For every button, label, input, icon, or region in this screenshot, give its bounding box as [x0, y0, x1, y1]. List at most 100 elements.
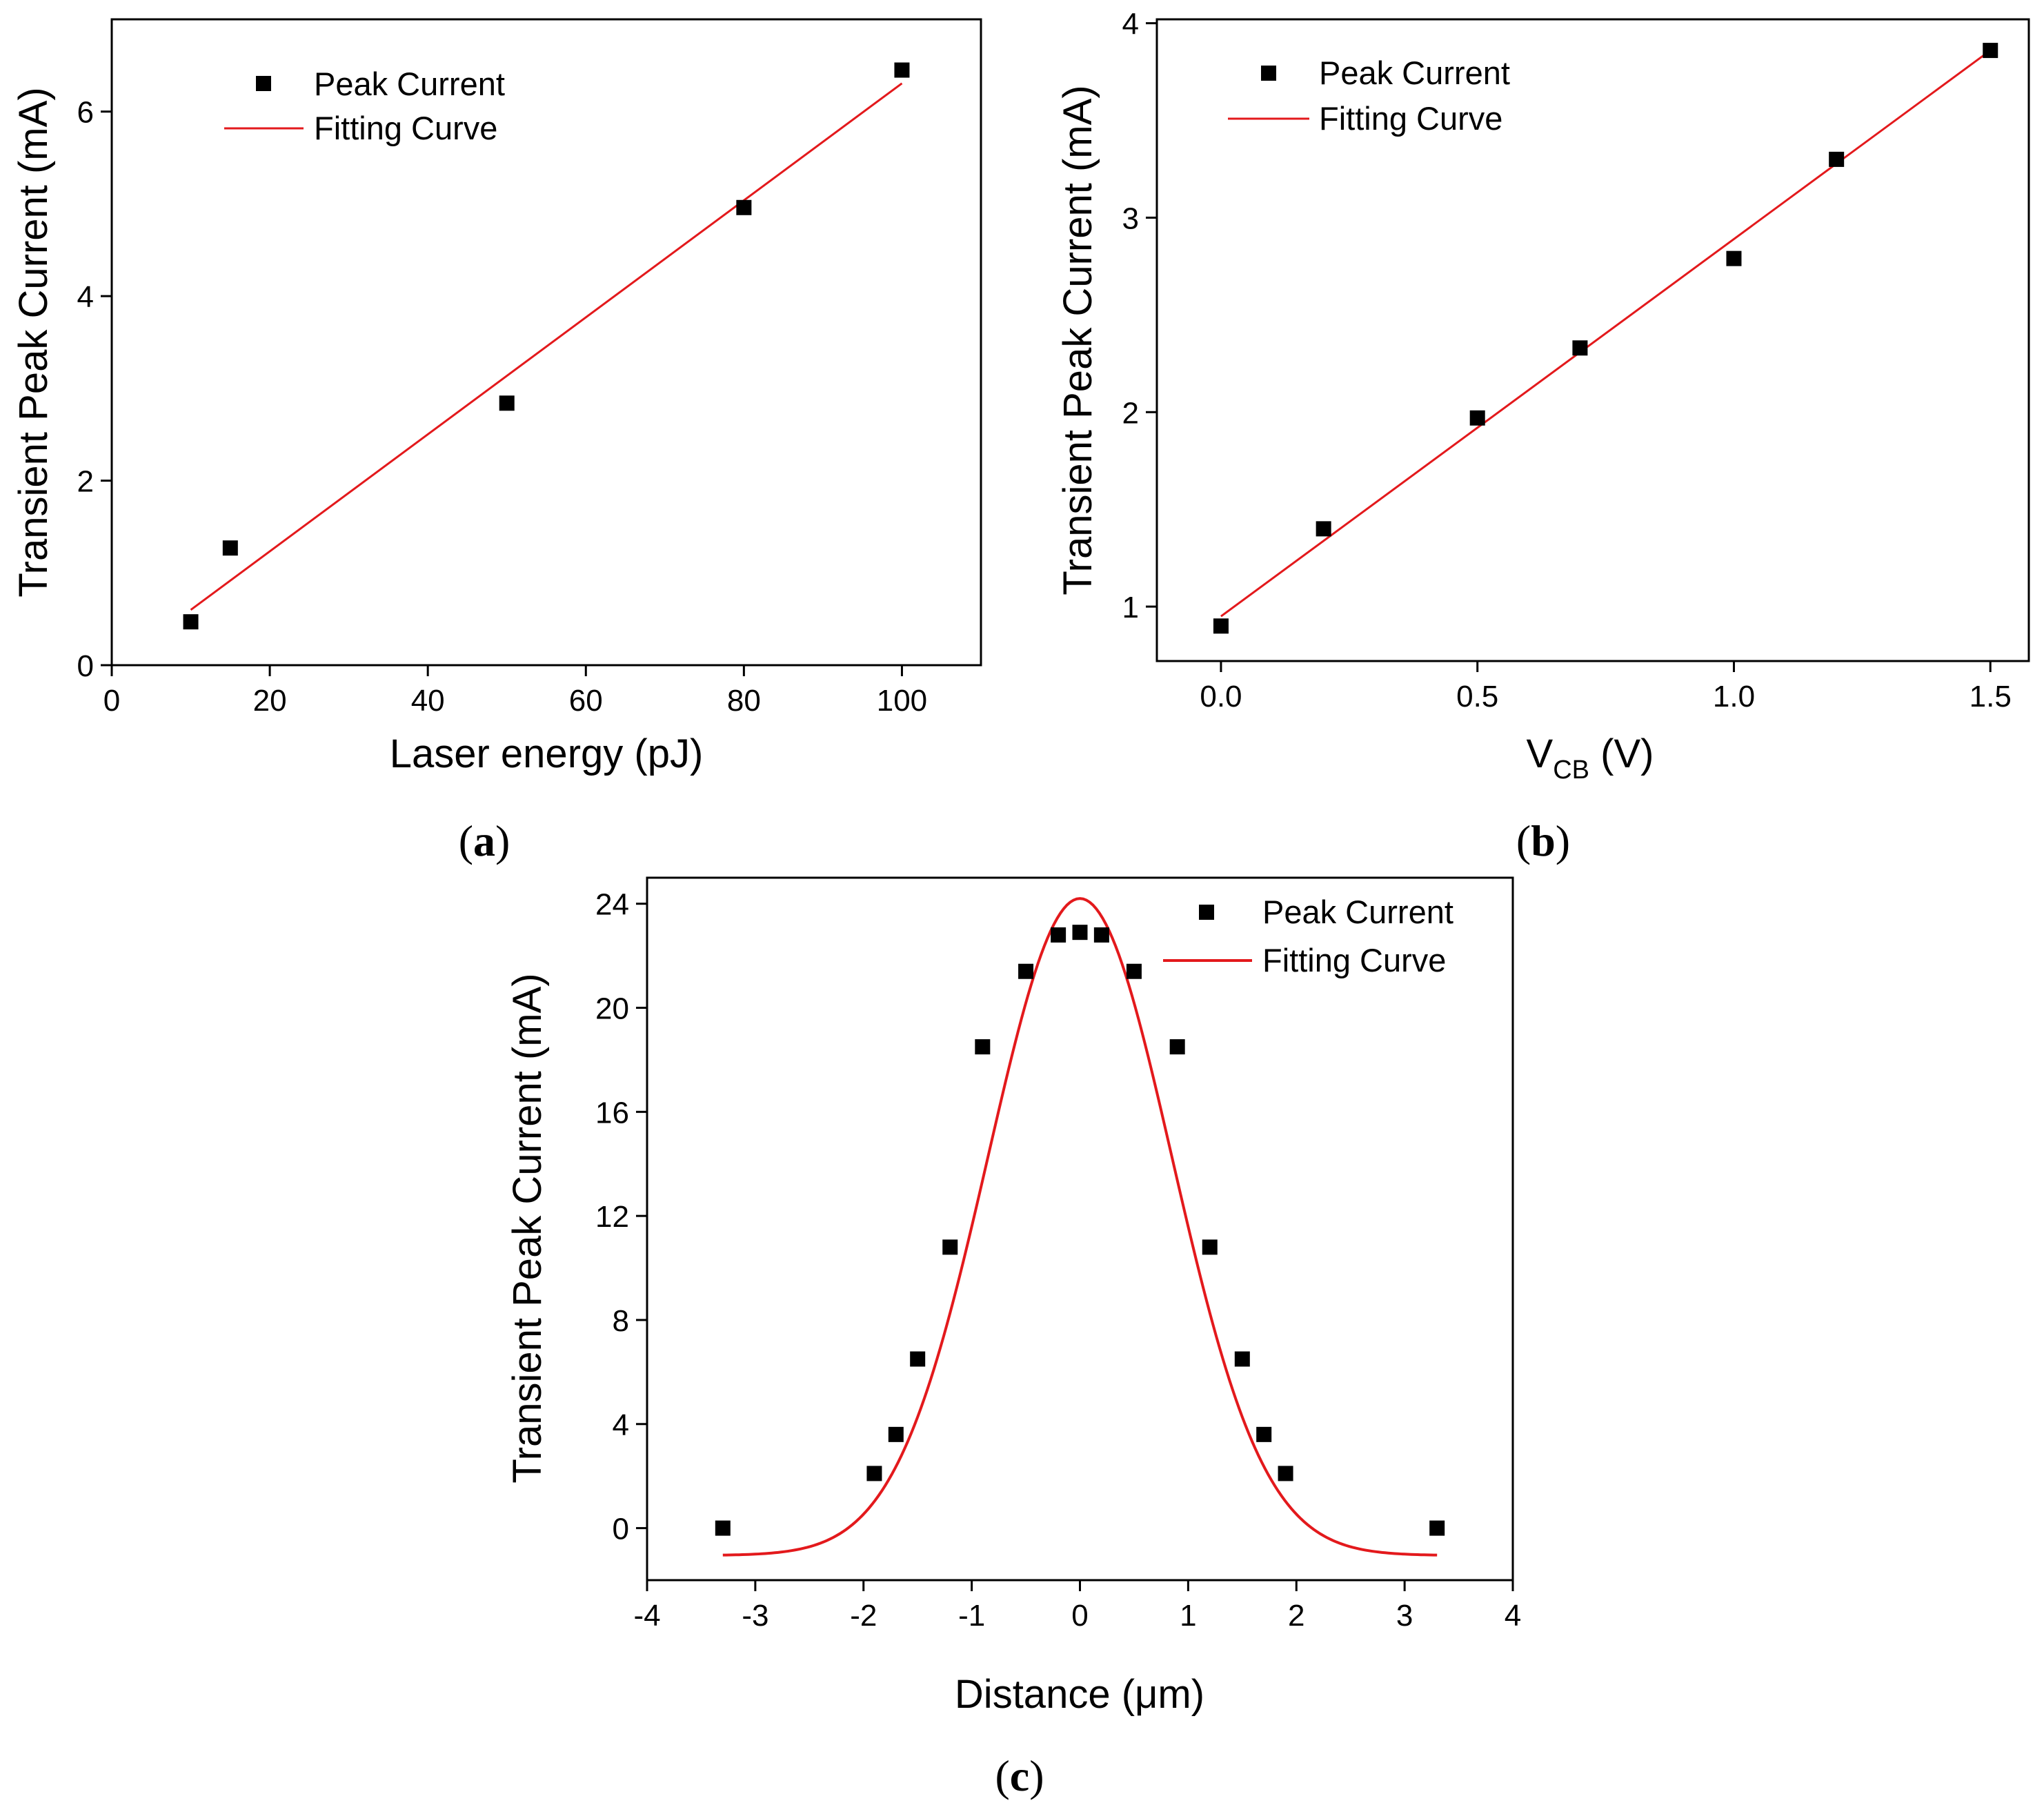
y-tick-label: 0 [77, 649, 94, 683]
data-point [1169, 1039, 1185, 1055]
data-point [1316, 521, 1331, 537]
x-tick-label: 1.5 [1969, 680, 2012, 713]
panel-label-b: (b) [1516, 816, 1570, 865]
y-tick-label: 24 [595, 888, 629, 922]
legend-marker-icon-a [256, 76, 271, 91]
fitting-curve [1220, 49, 1992, 618]
fit-layer-c [722, 897, 1438, 1557]
fit-layer-a [190, 82, 903, 611]
data-point [1256, 1426, 1272, 1442]
x-tick-label: -4 [633, 1599, 660, 1633]
point-layer-b [1213, 43, 1998, 634]
y-ticks-b: 1 2 3 4 [1122, 8, 1157, 624]
data-point [975, 1039, 991, 1055]
x-tick-label: 3 [1396, 1599, 1413, 1633]
legend-label-peak-b: Peak Current [1319, 55, 1510, 91]
legend-label-fit-a: Fitting Curve [314, 110, 497, 146]
data-point [866, 1466, 882, 1481]
panel-label-c: (c) [995, 1751, 1044, 1800]
data-point [1278, 1466, 1293, 1481]
legend-a: Peak Current Fitting Curve [224, 66, 505, 146]
x-tick-label: 1 [1180, 1599, 1196, 1633]
data-point [1572, 340, 1588, 356]
data-point [1051, 927, 1066, 943]
x-tick-label: 80 [727, 684, 761, 718]
x-tick-label: 0 [103, 684, 120, 718]
plot-frame-a [110, 18, 982, 667]
y-tick-label: 2 [1122, 396, 1139, 430]
y-tick-label: 12 [595, 1200, 629, 1234]
y-axis-title-c: Transient Peak Current (mA) [505, 973, 550, 1483]
data-point [888, 1426, 904, 1442]
x-tick-label: 4 [1505, 1599, 1521, 1633]
y-ticks-a: 0 2 4 6 [77, 96, 112, 683]
data-point [1726, 250, 1742, 266]
y-tick-label: 1 [1122, 591, 1139, 624]
data-point [1093, 927, 1109, 943]
chart-panel-b: 0.0 0.5 1.0 1.5 1 2 3 4 Peak Current Fitting C… [1055, 8, 2030, 865]
data-point [1018, 963, 1034, 979]
data-point [1202, 1239, 1218, 1255]
data-point [1234, 1351, 1250, 1367]
data-point [736, 199, 752, 215]
y-tick-label: 8 [613, 1304, 629, 1338]
data-point [1983, 43, 1998, 59]
legend-label-fit-c: Fitting Curve [1262, 942, 1446, 978]
data-point [910, 1351, 926, 1367]
legend-label-peak-c: Peak Current [1262, 894, 1453, 930]
data-point [894, 62, 910, 78]
x-tick-label: 1.0 [1713, 680, 1755, 713]
x-tick-label: -1 [958, 1599, 985, 1633]
y-ticks-c: 0 4 8 12 16 20 24 [595, 888, 647, 1546]
y-tick-label: 6 [77, 96, 94, 130]
data-point [1072, 925, 1088, 941]
data-point [222, 540, 238, 556]
x-ticks-b: 0.0 0.5 1.0 1.5 [1200, 661, 2012, 713]
y-tick-label: 2 [77, 465, 94, 499]
data-point [183, 614, 199, 630]
chart-panel-a: 0 20 40 60 80 100 0 2 4 6 Peak Current Fitting C… [11, 18, 982, 865]
panel-label-a: (a) [459, 816, 510, 865]
x-tick-label: 0 [1071, 1599, 1088, 1633]
y-tick-label: 20 [595, 992, 629, 1026]
y-tick-label: 4 [77, 280, 94, 314]
data-point [1829, 151, 1845, 167]
legend-marker-icon-b [1261, 66, 1276, 81]
x-tick-label: -3 [742, 1599, 768, 1633]
fitting-curve [190, 82, 903, 611]
x-ticks-c: -4 -3 -2 -1 0 1 2 3 4 [633, 1580, 1521, 1633]
y-tick-label: 16 [595, 1096, 629, 1130]
x-axis-title-c: Distance (μm) [955, 1672, 1204, 1717]
legend-marker-icon-c [1199, 905, 1214, 920]
x-tick-label: 60 [569, 684, 603, 718]
data-point [715, 1520, 731, 1536]
x-tick-label: 0.0 [1200, 680, 1242, 713]
x-tick-label: 40 [411, 684, 445, 718]
data-point [1429, 1520, 1445, 1536]
x-axis-title-b: VCB (V) [1527, 731, 1654, 785]
y-tick-label: 4 [1122, 8, 1139, 41]
data-point [1213, 618, 1229, 634]
legend-label-peak-a: Peak Current [314, 66, 505, 102]
y-tick-label: 4 [613, 1408, 629, 1442]
data-point [1126, 963, 1142, 979]
x-tick-label: 2 [1288, 1599, 1304, 1633]
data-point [1469, 410, 1485, 426]
fit-layer-b [1220, 49, 1992, 618]
point-layer-c [715, 925, 1445, 1536]
legend-c: Peak Current Fitting Curve [1163, 894, 1453, 978]
y-axis-title-a: Transient Peak Current (mA) [11, 87, 56, 597]
y-tick-label: 3 [1122, 201, 1139, 235]
x-tick-label: 100 [877, 684, 927, 718]
data-point [499, 395, 515, 411]
x-tick-label: 0.5 [1456, 680, 1498, 713]
y-tick-label: 0 [613, 1513, 629, 1546]
plot-frame-b [1155, 18, 2030, 662]
fitting-curve [722, 897, 1438, 1557]
x-axis-title-a: Laser energy (pJ) [390, 731, 704, 776]
y-axis-title-b: Transient Peak Current (mA) [1055, 85, 1100, 595]
x-tick-label: -2 [850, 1599, 877, 1633]
